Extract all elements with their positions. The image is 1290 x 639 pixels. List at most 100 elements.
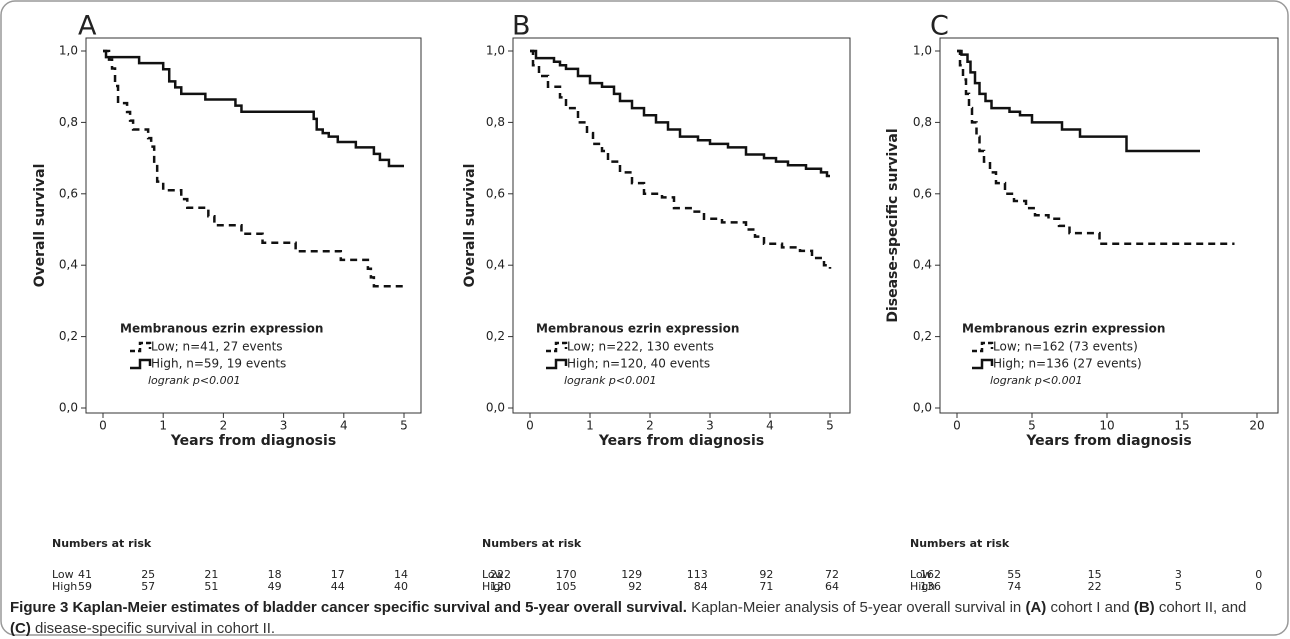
risk-row-label: Low (52, 568, 74, 581)
risk-row-label: High (910, 580, 935, 593)
y-tick-label: 0,6 (913, 186, 932, 200)
caption-text: disease-specific survival in cohort II. (30, 620, 276, 637)
x-tick-label: 3 (280, 419, 288, 433)
survival-curve (103, 49, 404, 168)
caption-text: Figure 3 Kaplan-Meier estimates of bladd… (10, 599, 687, 616)
risk-count: 92 (759, 568, 773, 581)
x-tick-label: 3 (706, 419, 714, 433)
risk-count: 5 (1175, 580, 1182, 593)
y-tick-label: 0,2 (486, 329, 505, 343)
y-tick-label: 0,8 (486, 115, 505, 129)
risk-count: 72 (825, 568, 839, 581)
legend-label: Low; n=41, 27 events (151, 340, 283, 354)
risk-count: 64 (825, 580, 839, 593)
y-tick-label: 1,0 (486, 44, 505, 58)
risk-count: 0 (1255, 568, 1262, 581)
y-tick-label: 0,0 (59, 401, 78, 415)
survival-curve (957, 49, 1235, 246)
risk-count: 92 (628, 580, 642, 593)
legend-swatch (130, 358, 152, 370)
risk-count: 136 (920, 580, 941, 593)
risk-row-label: Low (482, 568, 504, 581)
y-tick-label: 0,6 (59, 186, 78, 200)
panel-letter: A (78, 11, 97, 42)
risk-count: 0 (1255, 580, 1262, 593)
x-tick-label: 0 (99, 419, 107, 433)
risk-count: 55 (1007, 568, 1021, 581)
y-tick-label: 0,6 (486, 186, 505, 200)
plot-frame (512, 37, 851, 414)
y-tick-label: 1,0 (59, 44, 78, 58)
plot-frame (85, 37, 422, 414)
x-tick-label: 5 (826, 419, 834, 433)
y-tick-label: 0,0 (913, 401, 932, 415)
annotation: logrank p<0.001 (148, 374, 241, 387)
annotation: logrank p<0.001 (990, 374, 1083, 387)
x-tick-label: 0 (526, 419, 534, 433)
caption: Figure 3 Kaplan-Meier estimates of bladd… (10, 597, 1250, 639)
y-tick-label: 0,4 (59, 258, 78, 272)
plot-frame (939, 37, 1279, 414)
risk-count: 21 (204, 568, 218, 581)
risk-row-label: High (482, 580, 507, 593)
risk-count: 222 (490, 568, 511, 581)
legend-swatch (546, 358, 568, 370)
survival-curve (957, 49, 1200, 153)
risk-count: 105 (556, 580, 577, 593)
legend-title: Membranous ezrin expression (120, 322, 323, 336)
legend-label: High, n=59, 19 events (151, 357, 286, 371)
risk-count: 84 (694, 580, 708, 593)
x-tick-label: 0 (953, 419, 961, 433)
x-tick-label: 4 (766, 419, 774, 433)
y-tick-label: 0,2 (59, 329, 78, 343)
y-tick-label: 0,8 (59, 115, 78, 129)
legend-label: Low; n=162 (73 events) (993, 340, 1138, 354)
panel-letter: B (512, 11, 531, 42)
risk-count: 51 (204, 580, 218, 593)
annotation: logrank p<0.001 (564, 374, 657, 387)
y-tick-label: 0,4 (913, 258, 932, 272)
legend-title: Membranous ezrin expression (962, 322, 1165, 336)
risk-count: 120 (490, 580, 511, 593)
legend-swatch (972, 358, 994, 370)
risk-table-title: Numbers at risk (52, 537, 152, 550)
caption-text: (C) (10, 620, 31, 637)
risk-count: 41 (78, 568, 92, 581)
risk-count: 3 (1175, 568, 1182, 581)
x-tick-label: 2 (220, 419, 228, 433)
legend-title: Membranous ezrin expression (536, 322, 739, 336)
risk-count: 113 (687, 568, 708, 581)
x-tick-label: 4 (340, 419, 348, 433)
caption-text: cohort II, and (1154, 599, 1251, 616)
x-tick-label: 20 (1249, 419, 1264, 433)
risk-count: 74 (1007, 580, 1021, 593)
y-tick-label: 0,2 (913, 329, 932, 343)
risk-table-title: Numbers at risk (910, 537, 1010, 550)
x-axis-title: Years from diagnosis (1025, 433, 1191, 449)
x-tick-label: 10 (1099, 419, 1114, 433)
legend-label: High; n=136 (27 events) (993, 357, 1142, 371)
caption-text: Kaplan-Meier analysis of 5-year overall … (686, 599, 1026, 616)
legend-label: High; n=120, 40 events (567, 357, 710, 371)
risk-count: 15 (1088, 568, 1102, 581)
risk-count: 17 (331, 568, 345, 581)
y-tick-label: 1,0 (913, 44, 932, 58)
survival-curve (530, 49, 830, 178)
x-axis-title: Years from diagnosis (598, 433, 764, 449)
x-tick-label: 2 (646, 419, 654, 433)
risk-row-label: Low (910, 568, 932, 581)
x-tick-label: 5 (1028, 419, 1036, 433)
risk-row-label: High (52, 580, 77, 593)
risk-count: 162 (920, 568, 941, 581)
x-tick-label: 5 (400, 419, 408, 433)
caption-text: (A) (1025, 599, 1047, 616)
risk-count: 129 (621, 568, 642, 581)
caption-text: (B) (1133, 599, 1155, 616)
risk-count: 14 (394, 568, 408, 581)
x-axis-title: Years from diagnosis (170, 433, 336, 449)
x-tick-label: 15 (1174, 419, 1189, 433)
risk-table-title: Numbers at risk (482, 537, 582, 550)
